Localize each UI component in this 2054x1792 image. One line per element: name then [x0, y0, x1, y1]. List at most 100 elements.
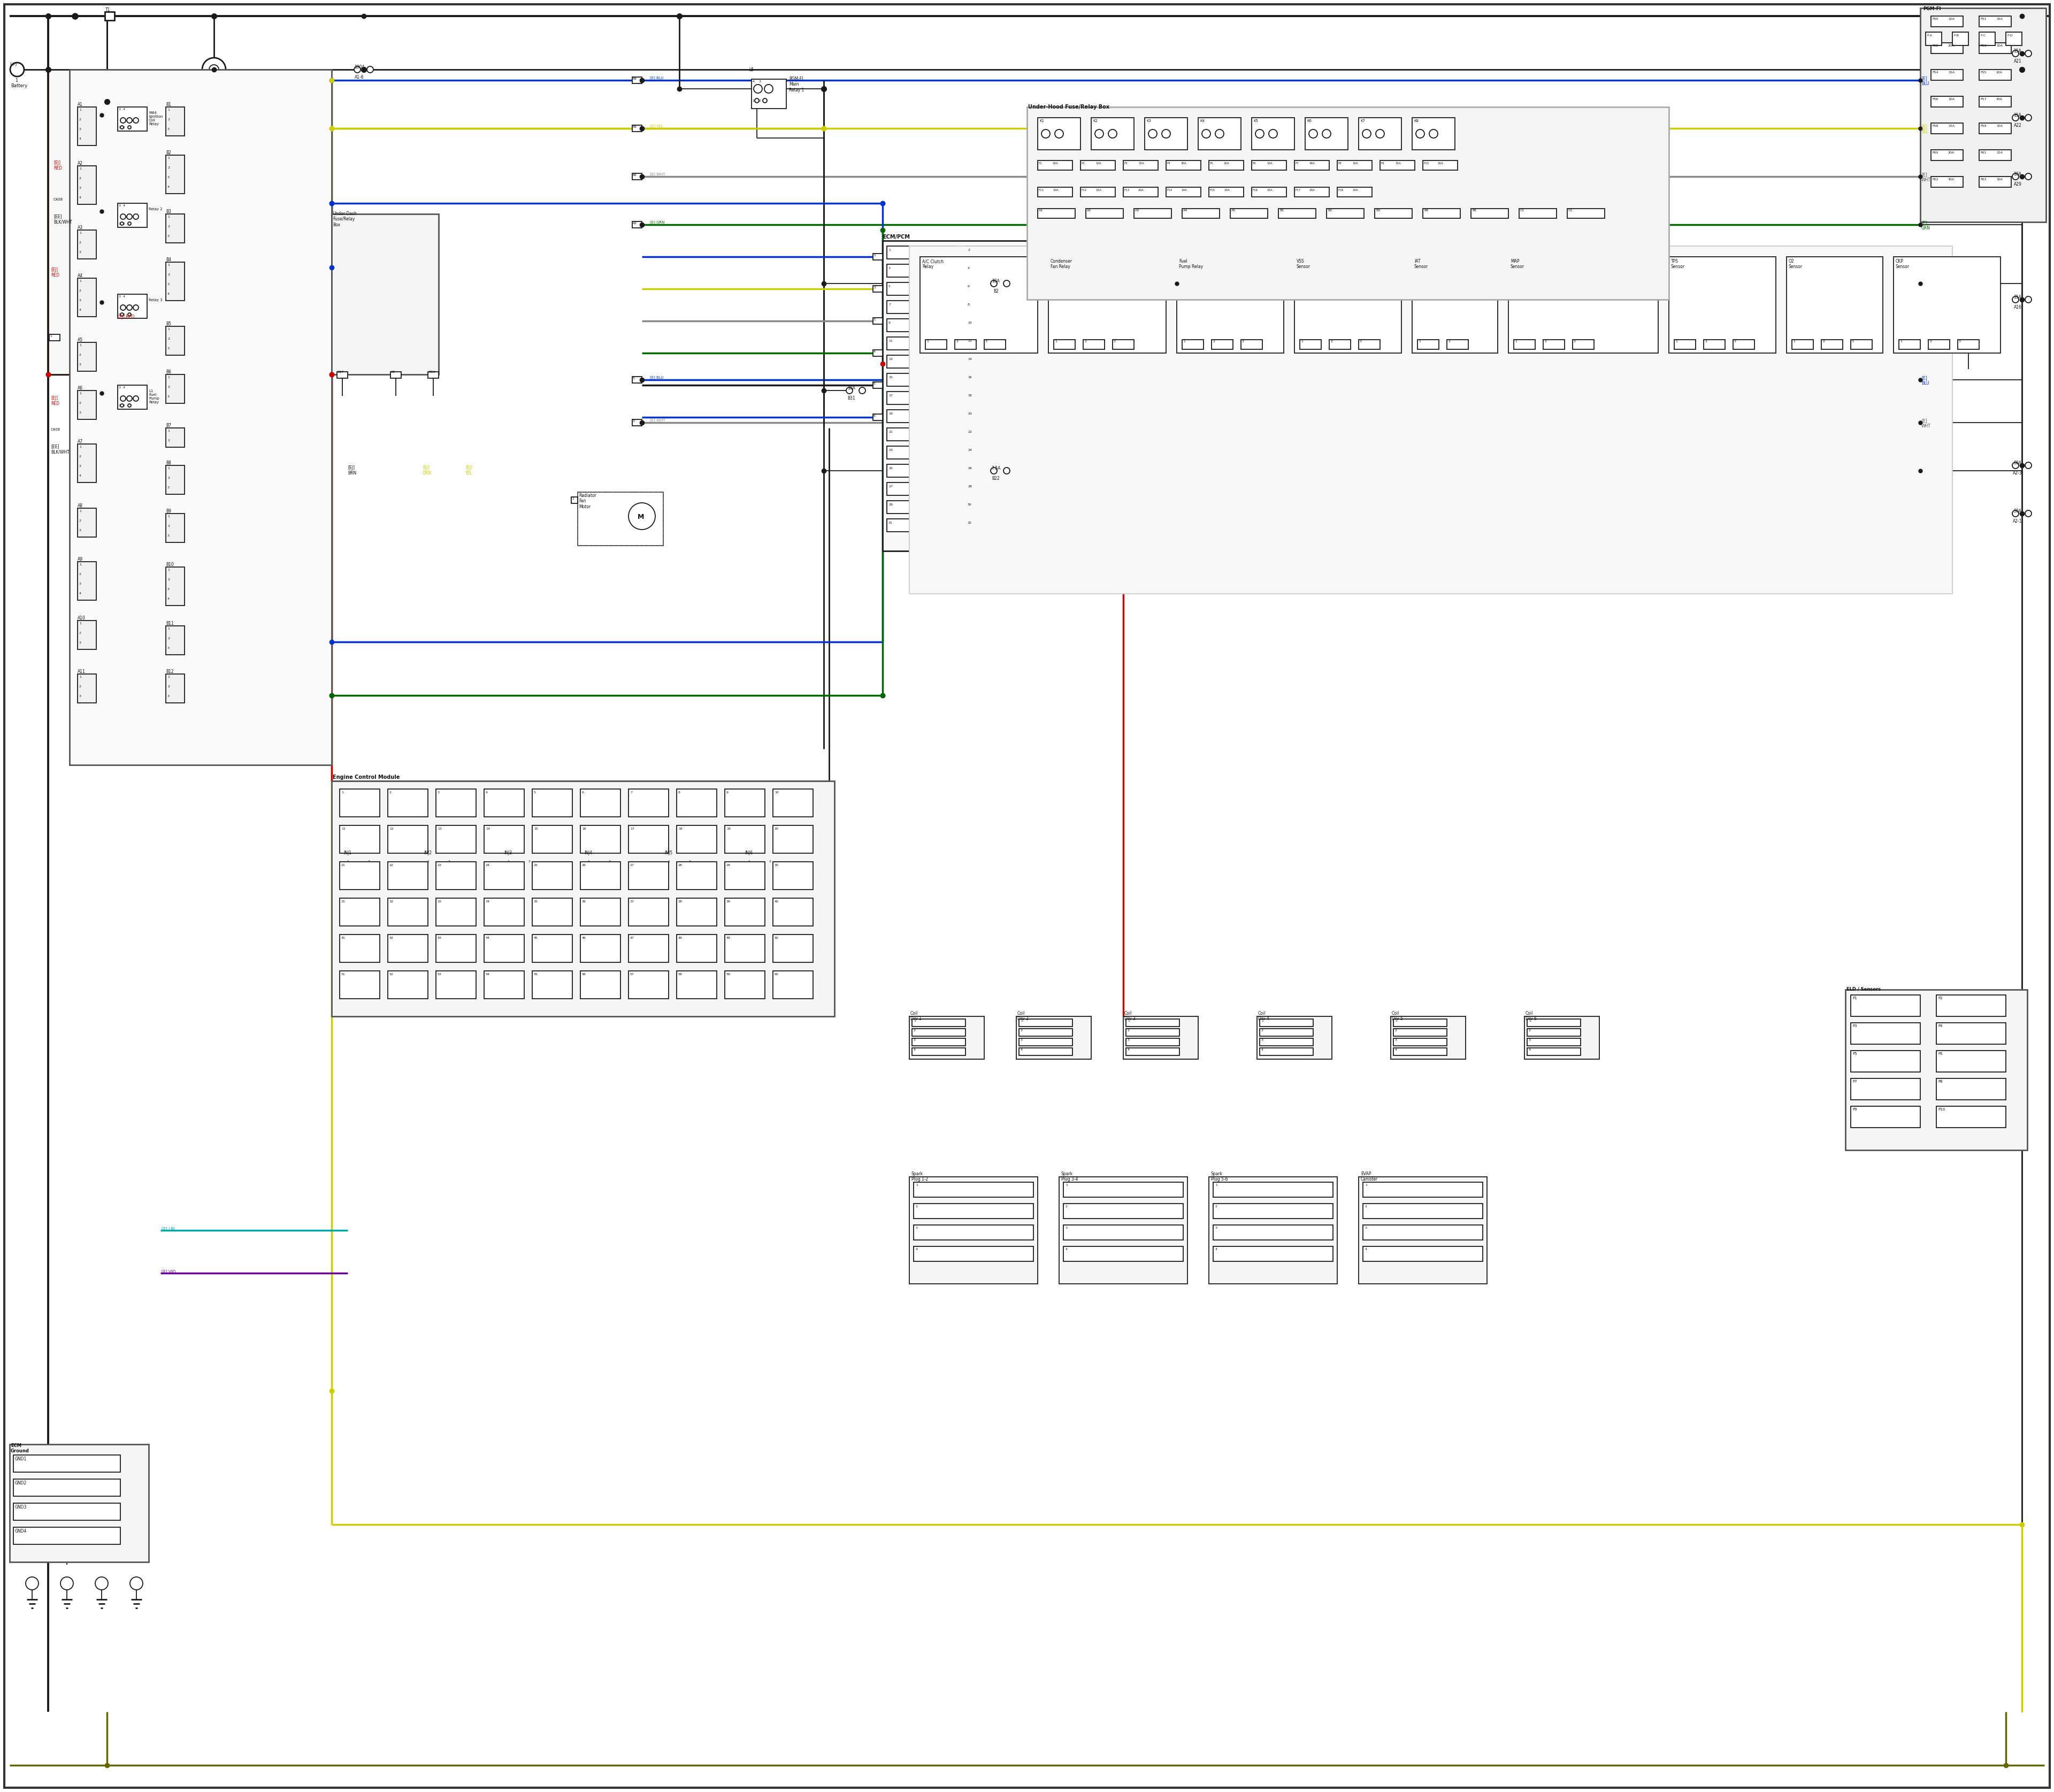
Text: 2: 2 — [168, 477, 170, 478]
Text: 9: 9 — [727, 790, 729, 794]
Bar — [1327, 208, 1364, 219]
Bar — [910, 1177, 1037, 1283]
Text: 1: 1 — [914, 1020, 916, 1021]
Text: 2: 2 — [168, 685, 170, 688]
Text: 2: 2 — [1448, 340, 1450, 342]
Bar — [577, 493, 663, 545]
Bar — [1251, 161, 1286, 170]
Bar — [676, 898, 717, 926]
Text: 2: 2 — [916, 1206, 918, 1208]
Text: 50A: 50A — [2013, 509, 2021, 514]
Bar — [1214, 1204, 1333, 1219]
Text: 29: 29 — [889, 504, 893, 505]
Text: 1: 1 — [1128, 1020, 1130, 1021]
Bar — [1259, 1020, 1313, 1027]
Text: 4: 4 — [914, 1048, 916, 1052]
Text: A3: A3 — [1136, 210, 1140, 211]
Bar — [1391, 1016, 1467, 1059]
Text: 10A: 10A — [848, 385, 857, 391]
Text: F13: F13 — [1124, 188, 1130, 192]
Text: A2: A2 — [78, 161, 82, 167]
Text: 12: 12 — [967, 340, 972, 342]
Text: 31: 31 — [889, 521, 893, 525]
Circle shape — [990, 280, 996, 287]
Text: GND3: GND3 — [14, 1505, 27, 1509]
Text: 4: 4 — [80, 475, 82, 477]
Bar — [1241, 340, 1263, 349]
Text: A2-1: A2-1 — [2013, 520, 2023, 523]
Text: 3: 3 — [1573, 340, 1575, 342]
Text: 25: 25 — [534, 864, 538, 867]
Circle shape — [121, 213, 125, 219]
Text: 25: 25 — [889, 468, 893, 470]
Text: 2: 2 — [1528, 1029, 1530, 1032]
Text: 2: 2 — [168, 167, 170, 168]
Bar — [435, 826, 477, 853]
Bar — [388, 788, 427, 817]
Text: A5: A5 — [1230, 210, 1237, 211]
Bar — [1446, 340, 1469, 349]
Text: F16: F16 — [1253, 188, 1259, 192]
Text: Fuel
Pump Relay: Fuel Pump Relay — [1179, 258, 1204, 269]
Bar — [1210, 1177, 1337, 1283]
Bar — [1980, 16, 2011, 27]
Bar — [1278, 208, 1317, 219]
Circle shape — [127, 396, 131, 401]
Bar — [772, 826, 813, 853]
Bar — [629, 971, 670, 998]
Bar — [1423, 208, 1460, 219]
Text: 15A: 15A — [2013, 113, 2021, 118]
Text: B5: B5 — [1473, 210, 1477, 211]
Text: K3: K3 — [1146, 120, 1150, 122]
Text: A29: A29 — [2013, 181, 2021, 186]
Text: Relay 3: Relay 3 — [148, 299, 162, 301]
Text: [E] GRN: [E] GRN — [649, 220, 665, 224]
Bar — [166, 108, 185, 136]
Text: 42: 42 — [633, 222, 637, 224]
Text: 14: 14 — [485, 828, 491, 830]
Bar — [117, 294, 148, 319]
Bar — [1734, 340, 1754, 349]
Bar — [166, 674, 185, 702]
Text: F61: F61 — [1980, 151, 1986, 154]
Text: P10: P10 — [1937, 1107, 1945, 1111]
Bar — [339, 788, 380, 817]
Bar — [1080, 161, 1115, 170]
Text: Spark
Plug 3-4: Spark Plug 3-4 — [1062, 1172, 1078, 1183]
Bar — [166, 625, 185, 654]
Bar — [1214, 1247, 1333, 1262]
Bar — [1126, 1038, 1179, 1047]
Text: 4: 4 — [1128, 1048, 1130, 1052]
Bar — [78, 391, 97, 419]
Text: F60: F60 — [1933, 151, 1939, 154]
Text: 1: 1 — [341, 790, 343, 794]
Text: 32: 32 — [967, 521, 972, 525]
Bar — [485, 898, 524, 926]
Text: 18: 18 — [967, 394, 972, 396]
Bar — [1364, 1247, 1483, 1262]
Text: 1: 1 — [80, 676, 82, 679]
Bar — [725, 826, 764, 853]
Text: Coil
Drv 4: Coil Drv 4 — [1257, 1011, 1269, 1021]
Text: F18: F18 — [1339, 188, 1343, 192]
Bar — [166, 375, 185, 403]
Text: 31: 31 — [341, 900, 345, 903]
Text: (+): (+) — [10, 63, 16, 66]
Bar — [166, 262, 185, 301]
Text: 46: 46 — [581, 937, 585, 939]
Text: 16: 16 — [967, 376, 972, 378]
Bar — [581, 971, 620, 998]
Text: [E]
YEL: [E] YEL — [1920, 124, 1929, 134]
Bar — [912, 1020, 965, 1027]
Text: 4    3: 4 3 — [752, 81, 762, 82]
Circle shape — [2013, 462, 2019, 468]
Text: 2: 2 — [168, 579, 170, 581]
Text: 10A: 10A — [1947, 99, 1955, 100]
Bar — [532, 826, 573, 853]
Circle shape — [201, 57, 226, 81]
Bar — [1980, 177, 2011, 186]
Circle shape — [2013, 50, 2019, 57]
Circle shape — [2025, 174, 2031, 179]
Text: 2: 2 — [1929, 340, 1931, 342]
Text: L5: L5 — [750, 68, 754, 72]
